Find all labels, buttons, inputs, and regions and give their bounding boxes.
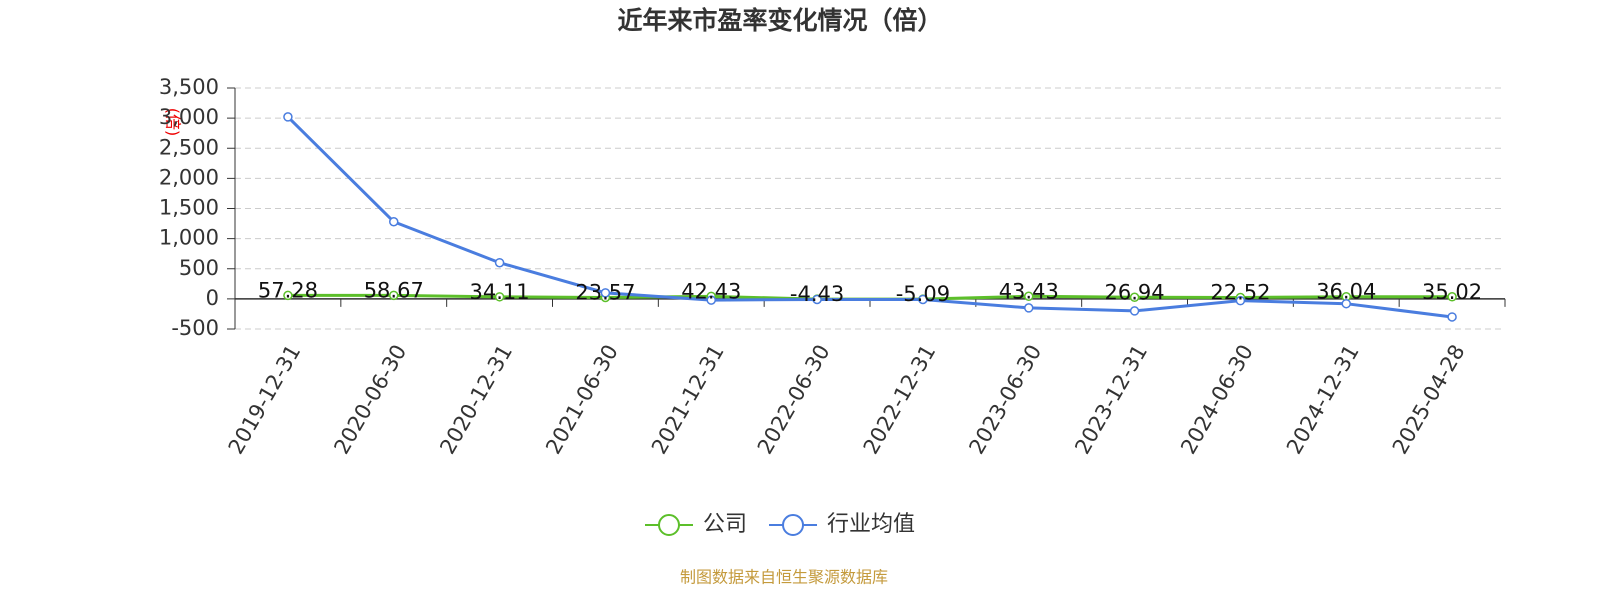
data-label: 42.43 bbox=[681, 279, 741, 303]
data-label: 43.43 bbox=[999, 279, 1059, 303]
x-tick-label: 2024-12-31 bbox=[1282, 341, 1364, 459]
data-label: 58.67 bbox=[364, 278, 424, 302]
y-tick-label: 2,000 bbox=[159, 165, 219, 189]
x-tick-label: 2023-12-31 bbox=[1070, 341, 1152, 459]
data-label: -5.09 bbox=[896, 282, 950, 306]
legend-label: 行业均值 bbox=[827, 512, 915, 537]
data-point bbox=[1129, 292, 1140, 303]
y-tick-label: 1,000 bbox=[159, 226, 219, 250]
x-tick-label: 2020-12-31 bbox=[435, 341, 517, 459]
data-label: 22.52 bbox=[1210, 281, 1270, 305]
y-tick-label: 500 bbox=[179, 256, 219, 280]
legend-label: 公司 bbox=[703, 512, 747, 537]
x-tick-label: 2024-06-30 bbox=[1176, 341, 1258, 459]
data-point bbox=[283, 112, 293, 122]
y-axis-label: (倍) bbox=[164, 108, 183, 137]
y-tick-label: 1,500 bbox=[159, 196, 219, 220]
data-label: 35.02 bbox=[1422, 280, 1482, 304]
data-label: -4.43 bbox=[790, 282, 844, 306]
y-tick-label: 2,500 bbox=[159, 135, 219, 159]
y-tick-label: 3,000 bbox=[159, 105, 219, 129]
series-line bbox=[286, 115, 1453, 319]
data-point bbox=[494, 257, 505, 268]
data-point bbox=[1341, 298, 1351, 309]
data-point bbox=[1024, 291, 1034, 302]
data-point bbox=[812, 294, 822, 305]
x-tick-label: 2022-06-30 bbox=[753, 341, 835, 459]
data-point bbox=[1129, 306, 1140, 316]
x-tick-label: 2021-06-30 bbox=[541, 341, 623, 459]
data-point bbox=[389, 290, 399, 301]
y-tick-label: -500 bbox=[171, 316, 219, 340]
chart-title: 近年来市盈率变化情况（倍） bbox=[617, 6, 942, 35]
data-label: 34.11 bbox=[470, 280, 530, 304]
data-point bbox=[600, 288, 611, 298]
data-label: 36.04 bbox=[1316, 280, 1376, 304]
x-tick-label: 2023-06-30 bbox=[964, 341, 1046, 459]
y-tick-label: 0 bbox=[206, 286, 219, 310]
x-tick-label: 2019-12-31 bbox=[224, 341, 306, 459]
data-point bbox=[706, 295, 716, 305]
x-tick-label: 2025-04-28 bbox=[1388, 341, 1470, 459]
y-tick-label: 3,500 bbox=[159, 75, 219, 99]
data-point bbox=[494, 292, 505, 302]
x-tick-label: 2022-12-31 bbox=[859, 341, 941, 459]
data-point bbox=[283, 290, 293, 301]
data-point bbox=[1447, 292, 1457, 302]
data-point bbox=[389, 217, 399, 227]
legend-marker bbox=[782, 514, 805, 536]
data-point bbox=[1024, 303, 1034, 313]
data-point bbox=[1235, 295, 1246, 306]
data-point bbox=[918, 294, 928, 305]
data-point bbox=[1447, 312, 1457, 322]
x-tick-label: 2020-06-30 bbox=[329, 341, 411, 459]
x-tick-label: 2021-12-31 bbox=[647, 341, 729, 459]
data-label: 57.28 bbox=[258, 278, 318, 302]
source-note: 制图数据来自恒生聚源数据库 bbox=[680, 568, 888, 587]
data-label: 23.57 bbox=[575, 280, 635, 304]
legend-marker bbox=[658, 514, 680, 536]
data-label: 26.94 bbox=[1105, 280, 1165, 304]
